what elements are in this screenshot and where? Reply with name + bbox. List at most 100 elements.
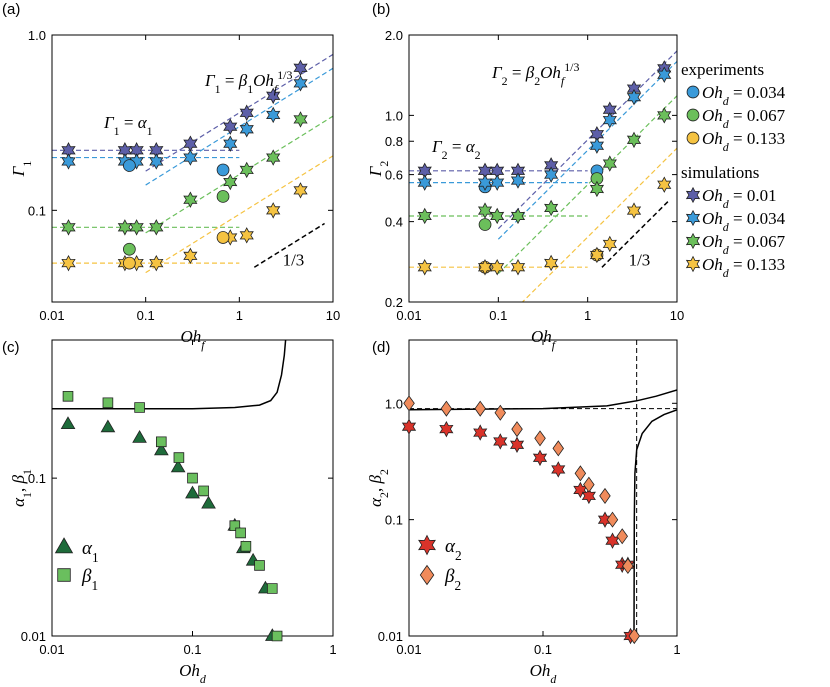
marker-star — [477, 202, 493, 219]
text-part: 2 — [377, 492, 391, 498]
marker-square — [266, 583, 278, 594]
text-part: = 0.067 — [729, 232, 786, 251]
text-part: d — [200, 672, 206, 686]
marker-circle — [216, 163, 230, 177]
marker-circle — [123, 242, 136, 256]
text-part: 1 — [91, 578, 98, 593]
text-part: 1/3 — [277, 68, 292, 82]
text-part: , — [9, 484, 28, 493]
legend-title: simulations — [681, 163, 759, 182]
marker-star — [685, 186, 701, 204]
text-part: Oh — [702, 106, 723, 125]
marker-square — [173, 452, 185, 463]
text-part: = 0.067 — [729, 106, 786, 125]
marker-star — [266, 87, 281, 105]
text-part: Oh — [180, 327, 201, 346]
marker-star — [417, 207, 432, 225]
y-axis-label: Γ1 — [9, 161, 34, 178]
y-tick-label: 0.4 — [385, 215, 403, 230]
text-part: Oh — [179, 661, 200, 680]
panel-label: (d) — [372, 339, 390, 356]
y-tick-label: 0.1 — [385, 513, 403, 528]
text-part: d — [723, 243, 729, 257]
marker-star — [532, 449, 548, 467]
text-part: Γ — [103, 113, 115, 132]
marker-circle — [216, 190, 230, 203]
x-axis-label: Ohd — [179, 661, 206, 686]
text-part: d — [723, 140, 729, 154]
text-part: α — [366, 497, 385, 507]
legend-label: Ohd = 0.034 — [702, 209, 786, 234]
text-part: = 0.034 — [729, 209, 786, 228]
marker-circle — [478, 218, 492, 231]
marker-star — [602, 235, 617, 253]
x-tick-label: 0.01 — [39, 642, 64, 657]
text-part: 2 — [502, 74, 508, 88]
theory-curve — [52, 340, 287, 410]
marker-star — [239, 121, 254, 138]
text-part: = 0.01 — [729, 186, 777, 205]
marker-diamond — [616, 528, 628, 545]
marker-triangle — [100, 419, 116, 433]
text-part: = 0.133 — [729, 255, 785, 274]
marker-circle — [686, 108, 700, 122]
text-part: 1 — [20, 469, 34, 475]
y-tick-label: 1.0 — [385, 396, 403, 411]
marker-star — [510, 207, 526, 225]
text-part: α — [466, 137, 476, 156]
y-tick-label: 0.01 — [378, 629, 403, 644]
plot-area — [52, 53, 333, 274]
plot-area — [409, 340, 677, 636]
marker-star — [657, 176, 672, 193]
fit-power-law — [497, 50, 677, 230]
text-part: 1 — [92, 550, 99, 565]
text-part: Oh — [702, 186, 723, 205]
marker-star — [239, 161, 254, 179]
y-tick-label: 0.01 — [21, 629, 46, 644]
plot-area — [52, 340, 287, 410]
marker-star — [266, 106, 281, 124]
marker-star — [509, 436, 525, 453]
marker-triangle — [132, 429, 147, 443]
marker-star — [544, 254, 559, 272]
marker-circle — [123, 256, 136, 270]
text-part: β — [366, 475, 385, 485]
text-part: β — [525, 63, 535, 82]
marker-triangle — [185, 485, 200, 499]
marker-star — [61, 254, 76, 272]
fit-power-law — [145, 53, 333, 172]
marker-star — [626, 131, 642, 149]
marker-square — [235, 527, 246, 539]
marker-diamond — [403, 395, 415, 412]
y-tick-label: 0.8 — [385, 134, 403, 149]
marker-star — [183, 135, 198, 152]
marker-star — [223, 118, 238, 135]
marker-star — [589, 137, 605, 154]
marker-star — [149, 254, 164, 272]
slope-label: 1/3 — [283, 250, 305, 269]
marker-star — [61, 219, 76, 236]
x-tick-label: 1 — [329, 642, 336, 657]
text-part: α — [82, 538, 93, 559]
text-part: Γ — [204, 71, 216, 90]
x-tick-label: 10 — [670, 308, 684, 323]
marker-star — [239, 227, 254, 244]
marker-diamond — [583, 476, 595, 493]
marker-star — [589, 180, 605, 198]
text-part: 2 — [454, 578, 461, 593]
marker-star — [544, 166, 559, 183]
x-tick-label: 0.1 — [489, 308, 507, 323]
text-part: d — [723, 266, 729, 280]
legend-label: Ohd = 0.067 — [702, 106, 786, 131]
axes-frame — [51, 34, 334, 303]
marker-star — [477, 259, 493, 276]
annotation: Γ2 = α2 — [431, 137, 481, 162]
x-tick-label: 1 — [673, 642, 680, 657]
text-part: Γ — [491, 63, 503, 82]
marker-diamond — [534, 430, 546, 447]
marker-star — [626, 88, 642, 106]
marker-star — [266, 149, 281, 166]
text-part: α — [138, 113, 148, 132]
x-axis-label: Ohf — [180, 327, 206, 352]
y-tick-label: 2.0 — [385, 28, 403, 43]
